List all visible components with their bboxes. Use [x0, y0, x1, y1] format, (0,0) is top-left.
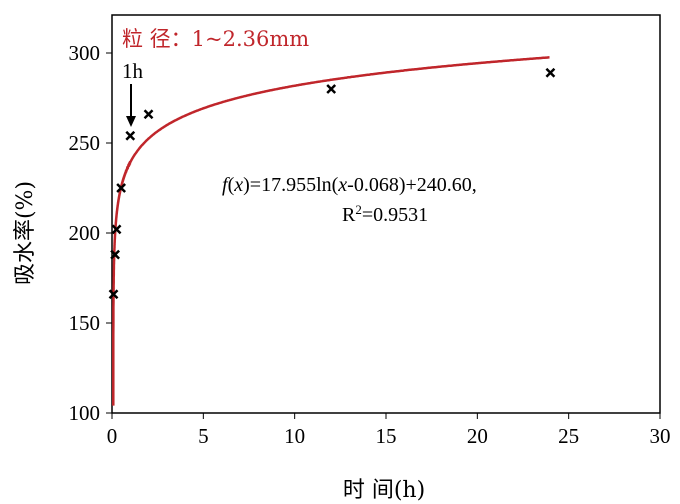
x-tick-label: 20 [467, 424, 488, 448]
data-point [111, 224, 122, 235]
y-axis-label: 吸水率(%) [13, 181, 38, 285]
x-tick-label: 25 [558, 424, 579, 448]
equation-label: f(x)=17.955ln(x-0.068)+240.60, [222, 174, 477, 196]
legend-text: 粒 径：1~2.36mm [122, 27, 309, 51]
x-tick-label: 10 [284, 424, 305, 448]
x-tick-label: 0 [107, 424, 118, 448]
data-point [143, 109, 154, 120]
r2-label: R2=0.9531 [342, 202, 428, 227]
data-point [125, 130, 136, 141]
data-point [545, 67, 556, 78]
x-tick-label: 15 [376, 424, 397, 448]
y-tick-label: 250 [69, 131, 101, 155]
data-point [108, 289, 119, 300]
fit-curve [112, 56, 550, 406]
data-point [116, 183, 127, 193]
x-axis-label: 时 间(h) [343, 478, 425, 503]
y-tick-label: 300 [69, 41, 101, 65]
y-tick-label: 150 [69, 311, 101, 335]
data-point [326, 84, 337, 94]
x-tick-label: 30 [650, 424, 671, 448]
arrow-icon [126, 84, 136, 127]
y-tick-label: 100 [69, 401, 101, 425]
x-tick-label: 5 [198, 424, 209, 448]
annotation-1h: 1h [122, 59, 144, 83]
y-tick-label: 200 [69, 221, 101, 245]
data-point [110, 249, 120, 260]
